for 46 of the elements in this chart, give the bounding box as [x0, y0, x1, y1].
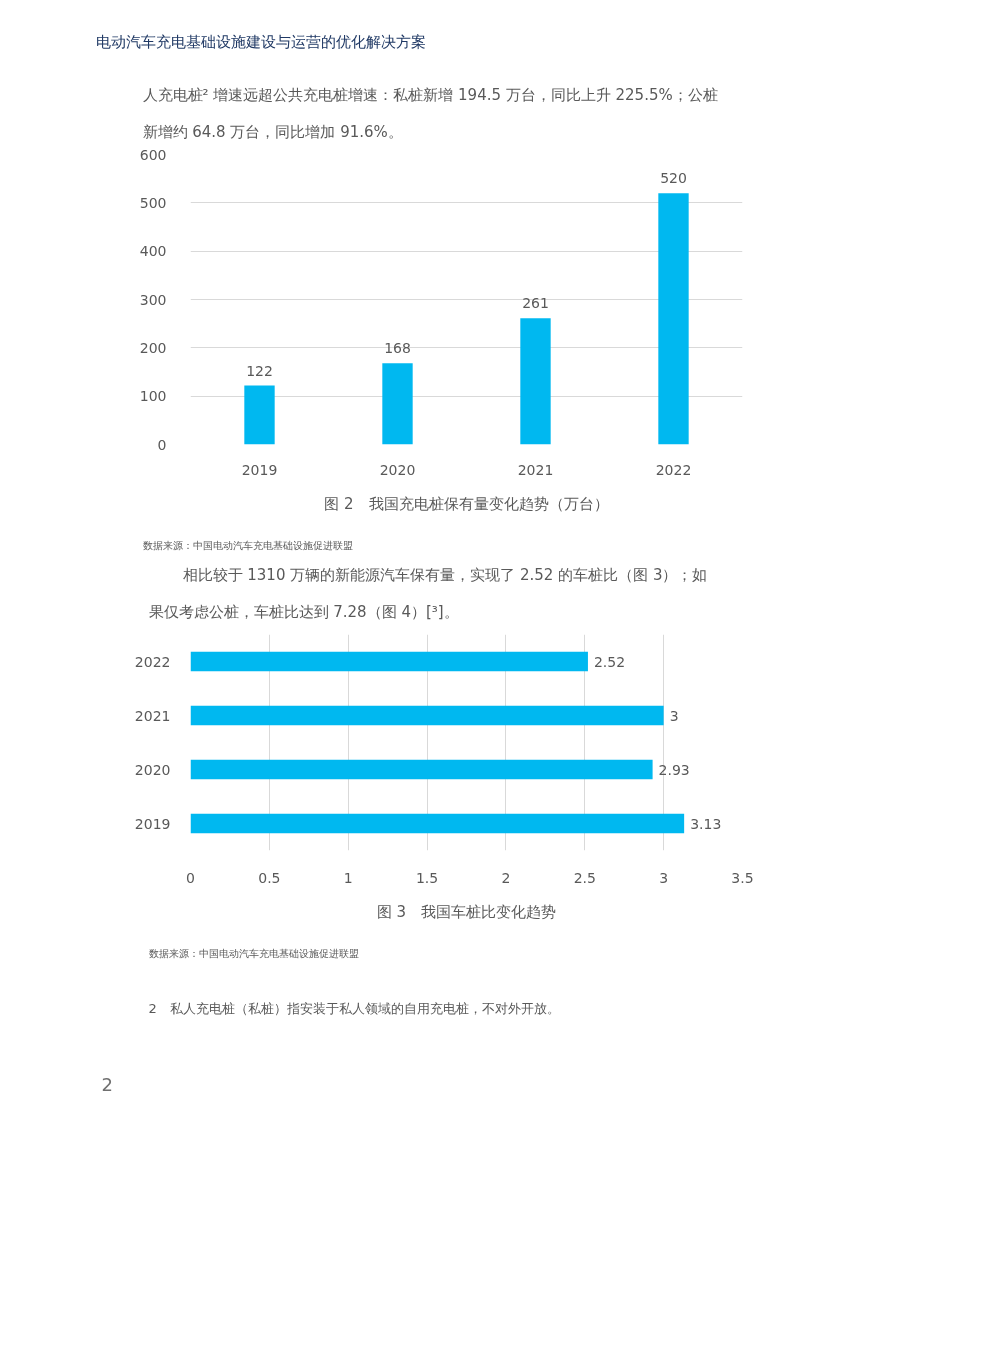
text: 2 私人充电桩（私桩）指安装于私人领域的自用充电桩，不对外开放。 — [148, 1000, 560, 1016]
x-tick-label: 2021 — [517, 461, 554, 478]
x-tick-label: 2.5 — [573, 869, 596, 886]
data-label: 3.13 — [690, 815, 722, 832]
bar — [382, 363, 413, 445]
bar — [658, 193, 689, 445]
y-tick-label: 2021 — [134, 707, 171, 724]
y-tick-label: 300 — [139, 291, 167, 308]
text: 新增约 64.8 万台，同比增加 91.6%。 — [142, 122, 403, 141]
data-label: 2.93 — [658, 761, 690, 778]
text: 人充电桩² 增速远超公共充电桩增速：私桩新增 194.5 万台，同比上升 225.5%；公桩 — [142, 85, 718, 104]
y-tick-label: 100 — [139, 388, 167, 405]
text: 2 — [101, 1073, 113, 1095]
x-tick-label: 0.5 — [258, 869, 281, 886]
data-label: 520 — [660, 170, 687, 187]
x-tick-label: 2022 — [655, 461, 692, 478]
bar — [520, 318, 551, 445]
data-label: 122 — [246, 362, 273, 379]
x-tick-label: 2020 — [379, 461, 416, 478]
bar — [244, 385, 275, 445]
text: 相比较于 1310 万辆的新能源汽车保有量，实现了 2.52 的车桩比（图 3）；如 — [182, 565, 708, 584]
y-tick-label: 400 — [139, 243, 167, 260]
x-tick-label: 1.5 — [415, 869, 439, 886]
source-note: 数据来源：中国电动汽车充电基础设施促进联盟 — [148, 947, 359, 959]
text: 电动汽车充电基础设施建设与运营的优化解决方案 — [95, 32, 426, 51]
text: 果仅考虑公桩，车桩比达到 7.28（图 4）[³]。 — [148, 602, 459, 621]
y-tick-label: 500 — [139, 194, 167, 211]
source-note: 数据来源：中国电动汽车充电基础设施促进联盟 — [142, 539, 353, 551]
y-tick-label: 0 — [157, 436, 167, 453]
y-tick-label: 200 — [139, 339, 167, 356]
data-label: 168 — [384, 340, 411, 357]
x-tick-label: 2 — [501, 869, 511, 886]
x-tick-label: 0 — [186, 869, 195, 886]
y-tick-label: 2019 — [134, 815, 171, 832]
y-tick-label: 2020 — [134, 761, 171, 778]
data-label: 261 — [522, 295, 549, 312]
x-tick-label: 3 — [659, 869, 669, 886]
text: 图 2 我国充电桩保有量变化趋势（万台） — [324, 494, 609, 513]
x-tick-label: 3.5 — [731, 869, 754, 886]
x-tick-label: 1 — [343, 869, 353, 886]
y-tick-label: 2022 — [134, 653, 171, 670]
text: 图 3 我国车桩比变化趋势 — [376, 902, 557, 921]
data-label: 2.52 — [593, 653, 626, 670]
data-label: 3 — [669, 707, 679, 724]
y-tick-label: 600 — [139, 146, 167, 163]
x-tick-label: 2019 — [241, 461, 278, 478]
